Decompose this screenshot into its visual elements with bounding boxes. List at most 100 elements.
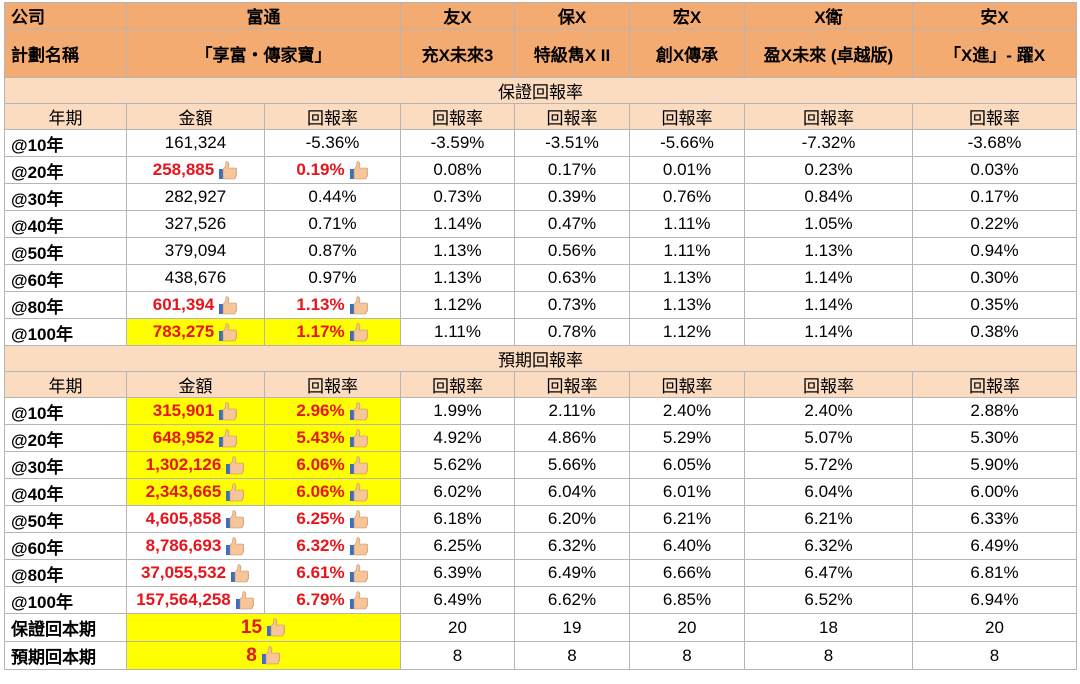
competitor-rate-cell-text: 6.40%	[662, 536, 712, 555]
competitor-rate-cell-text: 6.39%	[433, 563, 482, 582]
competitor-rate-cell-text: 6.02%	[433, 482, 482, 501]
competitor-rate-cell: 6.21%	[629, 505, 745, 533]
competitor-rate-cell: 0.35%	[912, 291, 1077, 319]
company-label-text: 公司	[11, 8, 45, 27]
competitor-rate-cell: 0.39%	[514, 183, 630, 211]
payback-label: 保證回本期	[4, 613, 127, 642]
period-cell: @60年	[4, 532, 127, 560]
amount-cell: 161,324	[126, 129, 265, 157]
competitor-rate-cell: -3.68%	[912, 129, 1077, 157]
period-cell: @40年	[4, 210, 127, 238]
competitor-rate-cell-text: 6.20%	[547, 509, 597, 528]
competitor-rate-cell: 1.11%	[629, 237, 745, 265]
table-row: @10年 315,901 2.96% 1.99% 2.11% 2.40% 2.40% 2.88…	[4, 397, 1077, 425]
competitor-rate-cell-text: 1.11%	[663, 241, 711, 260]
competitor-rate-cell-text: 1.13%	[433, 241, 482, 260]
competitor-rate-cell: 6.18%	[400, 505, 515, 533]
payback-row: 保證回本期 15 20 19 20 18 20	[4, 613, 1077, 642]
competitor-rate-cell: 4.92%	[400, 424, 515, 452]
amount-cell: 783,275	[126, 318, 265, 346]
competitor-rate-cell-text: 6.04%	[804, 482, 853, 501]
company-label: 公司	[4, 2, 127, 29]
company-name: 友X	[400, 2, 515, 29]
comparison-table: 公司 富通 友X 保X 宏X X衛 安X 計劃名稱 「享富・傳家寶」 充X未來3 特級雋X II 創X…	[4, 2, 1077, 670]
rate-cell-text: 6.79%	[296, 589, 345, 609]
rate-cell-text: 6.06%	[296, 454, 345, 474]
competitor-rate-cell-text: 6.21%	[662, 509, 712, 528]
competitor-rate-cell: 1.12%	[629, 318, 745, 346]
rate-cell-text: 6.25%	[296, 508, 345, 528]
company-name-text: 友X	[443, 8, 472, 27]
thumbs-up-icon	[347, 402, 369, 421]
plan-name: 特級雋X II	[514, 28, 630, 78]
thumbs-up-icon	[228, 564, 250, 583]
competitor-rate-cell: 5.66%	[514, 451, 630, 479]
competitor-rate-cell: -5.66%	[629, 129, 745, 157]
thumbs-up-icon	[347, 564, 369, 583]
competitor-rate-cell-text: 0.47%	[547, 214, 597, 233]
competitor-rate-cell-text: 6.52%	[804, 590, 853, 609]
competitor-rate-cell-text: 1.13%	[662, 295, 712, 314]
competitor-rate-cell: 6.47%	[744, 559, 913, 587]
competitor-rate-cell: 5.29%	[629, 424, 745, 452]
period-cell: @100年	[4, 318, 127, 346]
plan-name-text: 充X未來3	[421, 45, 494, 65]
amount-cell-text: 783,275	[152, 321, 215, 341]
period-cell-text: @10年	[11, 403, 64, 423]
period-cell-text: @100年	[11, 592, 73, 612]
competitor-rate-cell: 6.32%	[744, 532, 913, 560]
competitor-rate-cell: 5.62%	[400, 451, 515, 479]
payback-value: 15	[126, 613, 401, 642]
competitor-rate-cell-text: 0.17%	[547, 160, 597, 179]
competitor-rate-cell-text: 0.39%	[547, 187, 597, 206]
amount-cell-text: 379,094	[164, 241, 227, 260]
competitor-rate-cell: 6.21%	[744, 505, 913, 533]
company-name-text: 安X	[980, 8, 1009, 27]
competitor-rate-cell: 6.52%	[744, 586, 913, 614]
thumbs-up-icon	[216, 323, 238, 342]
competitor-rate-cell: 5.72%	[744, 451, 913, 479]
competitor-rate-cell-text: 5.72%	[804, 455, 853, 474]
thumbs-up-icon	[347, 591, 369, 610]
competitor-payback-cell: 8	[629, 641, 745, 670]
rate-cell: 0.97%	[264, 264, 401, 292]
rate-cell: 5.43%	[264, 424, 401, 452]
competitor-rate-cell-text: 5.66%	[547, 455, 597, 474]
competitor-rate-cell-text: 1.12%	[662, 322, 712, 341]
projected-section-title-text: 預期回報率	[498, 351, 583, 370]
table-row: @50年 4,605,858 6.25% 6.18% 6.20% 6.21% 6.21% 6.…	[4, 505, 1077, 533]
amount-cell-text: 157,564,258	[136, 589, 231, 609]
competitor-rate-cell-text: 6.05%	[662, 455, 712, 474]
competitor-rate-cell: 0.73%	[400, 183, 515, 211]
competitor-rate-cell: 0.84%	[744, 183, 913, 211]
competitor-rate-cell: 1.13%	[629, 291, 745, 319]
company-name: 安X	[912, 2, 1077, 29]
competitor-rate-cell-text: 0.84%	[804, 187, 853, 206]
table-row: @30年 282,927 0.44% 0.73% 0.39% 0.76% 0.84% 0.17…	[4, 183, 1077, 211]
competitor-rate-cell-text: 6.21%	[804, 509, 853, 528]
competitor-rate-cell: 1.12%	[400, 291, 515, 319]
table-row: @100年 783,275 1.17% 1.11% 0.78% 1.12% 1.14% 0.3…	[4, 318, 1077, 346]
period-cell: @20年	[4, 156, 127, 184]
competitor-rate-cell-text: -7.32%	[801, 133, 856, 152]
competitor-rate-cell: 1.99%	[400, 397, 515, 425]
rate-cell: -5.36%	[264, 129, 401, 157]
table-row: @40年 2,343,665 6.06% 6.02% 6.04% 6.01% 6.04% 6.…	[4, 478, 1077, 506]
period-cell: @30年	[4, 183, 127, 211]
competitor-rate-cell-text: 0.23%	[804, 160, 853, 179]
competitor-rate-cell-text: 6.32%	[547, 536, 597, 555]
rate-cell-text: 6.61%	[296, 562, 345, 582]
competitor-rate-cell-text: 6.18%	[433, 509, 482, 528]
period-cell: @80年	[4, 291, 127, 319]
guaranteed-section-title-text: 保證回報率	[498, 83, 583, 102]
competitor-rate-cell: 1.13%	[629, 264, 745, 292]
competitor-rate-cell-text: 0.38%	[970, 322, 1019, 341]
competitor-rate-cell-text: 0.56%	[547, 241, 597, 260]
period-cell-text: @30年	[11, 457, 64, 477]
competitor-rate-cell: 1.13%	[744, 237, 913, 265]
table-row: @50年 379,094 0.87% 1.13% 0.56% 1.11% 1.13% 0.94…	[4, 237, 1077, 265]
amount-cell-text: 282,927	[164, 187, 227, 206]
competitor-rate-cell-text: 1.13%	[662, 268, 712, 287]
competitor-rate-cell-text: 5.07%	[804, 428, 853, 447]
competitor-rate-cell: 6.62%	[514, 586, 630, 614]
